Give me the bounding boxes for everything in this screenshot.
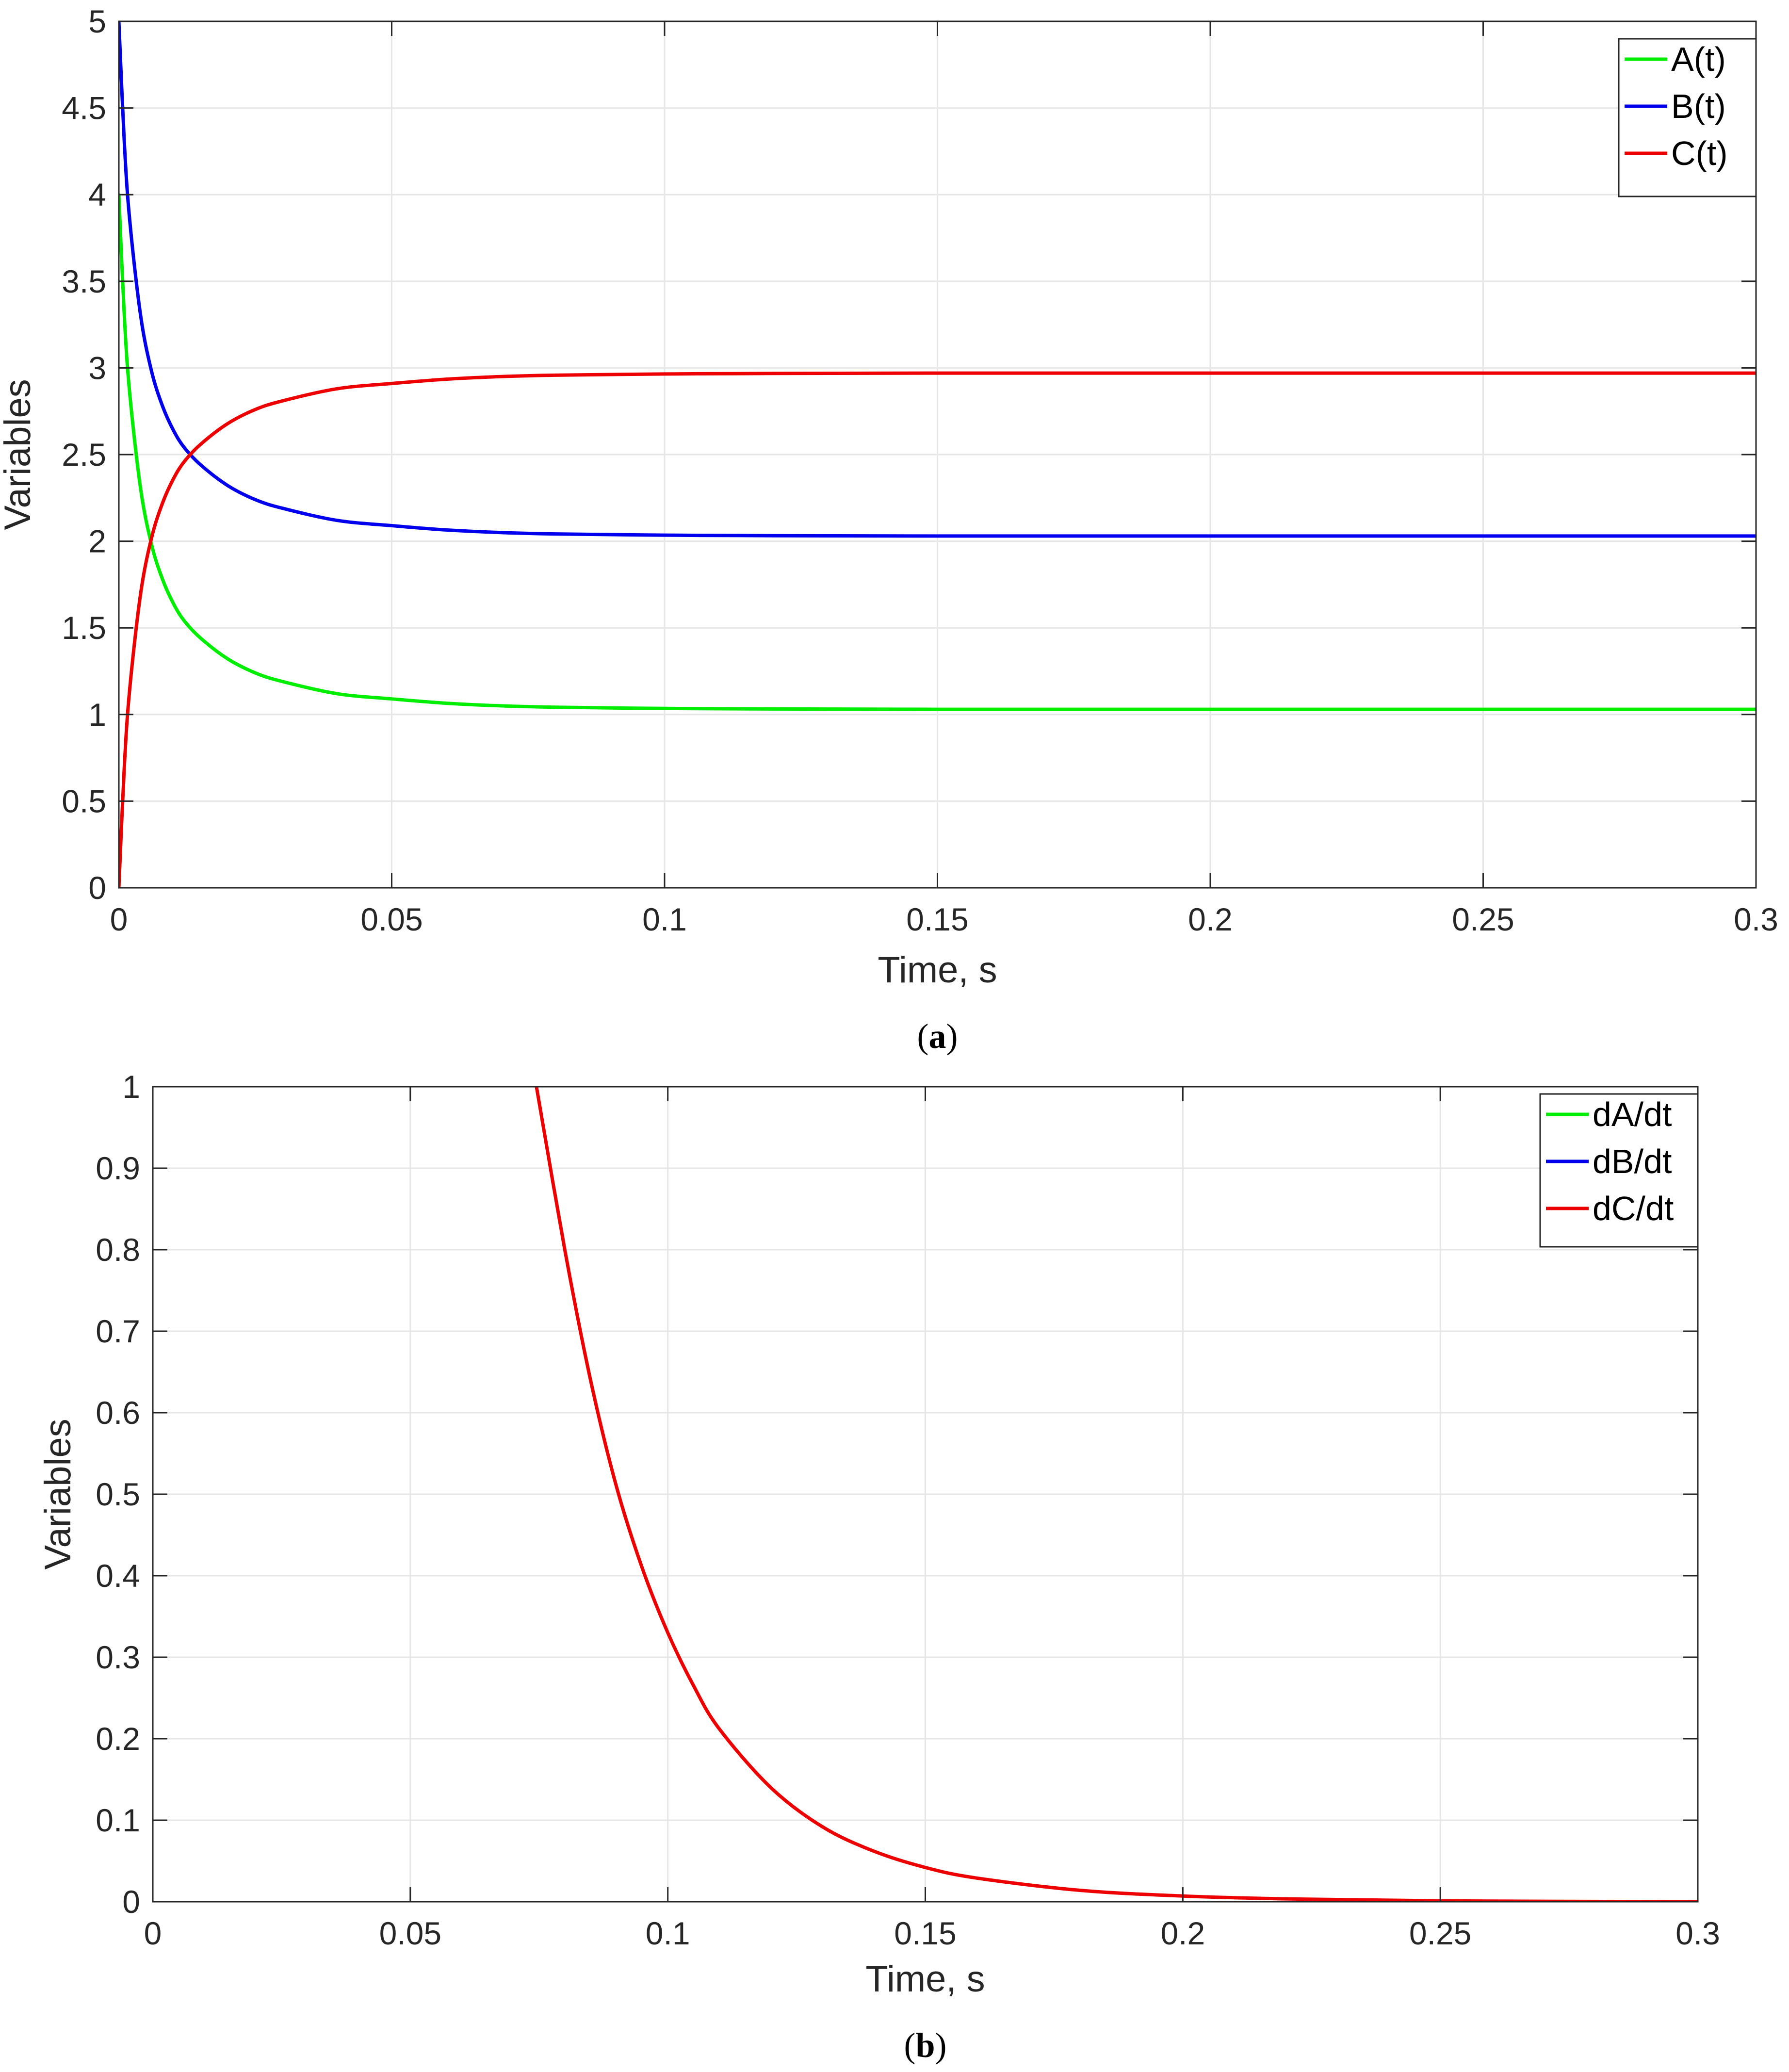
panel-a-series-line-ct [119, 371, 1756, 888]
panel-b-caption-open: ( [904, 2026, 915, 2065]
panel-a-y-tick-label: 0.5 [62, 783, 106, 819]
panel-a-x-tick-label: 0.25 [1452, 901, 1514, 937]
panel-a-x-tick-label: 0 [110, 901, 128, 937]
panel-b-x-tick-label: 0.05 [379, 1915, 441, 1951]
panel-a-caption-open: ( [917, 1017, 929, 1056]
panel-b-y-tick-label: 0.5 [96, 1476, 140, 1512]
panel-b-x-tick-label: 0.2 [1160, 1915, 1205, 1951]
panel-b-y-tick-label: 0.2 [96, 1721, 140, 1757]
panel-a-caption: (a) [917, 1017, 958, 1056]
panel-b-caption-letter: b [915, 2026, 935, 2065]
panel-a-y-tick-label: 2 [88, 523, 106, 559]
panel-a-x-tick-label: 0.3 [1734, 901, 1778, 937]
panel-b-legend-label-dadt: dA/dt [1593, 1095, 1672, 1133]
panel-a-y-tick-label: 1.5 [62, 610, 106, 646]
panel-a-y-tick-label: 4.5 [62, 90, 106, 126]
panel-a-series-line-at [119, 193, 1756, 711]
panel-a-y-tick-label: 4 [88, 177, 106, 212]
panel-b-y-tick-label: 0.3 [96, 1639, 140, 1675]
panel-b-y-tick-label: 0.1 [96, 1802, 140, 1838]
panel-a-y-tick-label: 5 [88, 3, 106, 39]
panel-a-x-tick-label: 0.05 [360, 901, 423, 937]
panel-b-caption-close: ) [935, 2026, 947, 2065]
panel-b-y-tick-label: 0.8 [96, 1232, 140, 1268]
panel-b-legend: dA/dt dB/dt dC/dt [1539, 1093, 1699, 1248]
panel-a-x-tick-label: 0.2 [1188, 901, 1233, 937]
panel-b-x-tick-label: 0.15 [894, 1915, 956, 1951]
panel-a-legend-label-at: A(t) [1671, 40, 1726, 78]
panel-b-y-tick-label: 0.7 [96, 1313, 140, 1349]
panel-b-legend-label-dcdt: dC/dt [1593, 1190, 1674, 1227]
panel-b-legend-label-dbdt: dB/dt [1593, 1142, 1672, 1180]
panel-b-x-tick-label: 0.3 [1675, 1915, 1720, 1951]
panel-a-series-line-bt [119, 21, 1756, 538]
panel-b-y-tick-label: 0.4 [96, 1558, 140, 1594]
panel-b-series-line-dcdt [535, 1087, 1698, 1902]
panel-b-y-tick-label: 0.6 [96, 1395, 140, 1431]
panel-a-x-axis-label: Time, s [878, 949, 997, 991]
panel-b-y-axis-label: Variables [37, 1419, 79, 1569]
panel-b-y-tick-label: 0 [122, 1884, 140, 1920]
panel-a-legend-box [1618, 38, 1757, 197]
panel-b-caption: (b) [904, 2026, 946, 2065]
panel-a-y-tick-label: 3.5 [62, 263, 106, 299]
panel-a-legend-label-bt: B(t) [1671, 87, 1726, 125]
panel-a-x-tick-label: 0.1 [642, 901, 687, 937]
panel-a-chart: 0 0.05 0.1 0.15 0.2 0.25 0.3 0 0.5 1 1.5 2 2.5 3 3.5 4 4… [0, 3, 1778, 1056]
panel-b-y-tick-label: 0.9 [96, 1150, 140, 1186]
panel-a-y-tick-label: 0 [88, 870, 106, 906]
panel-a-legend-label-ct: C(t) [1671, 134, 1728, 172]
panel-a-y-tick-label: 3 [88, 350, 106, 386]
panel-a-caption-letter: a [929, 1017, 946, 1056]
panel-b-y-tick-label: 1 [122, 1069, 140, 1105]
panel-a-legend: A(t) B(t) C(t) [1618, 38, 1757, 197]
panel-b-x-tick-label: 0.1 [646, 1915, 690, 1951]
panel-b-x-tick-label: 0 [144, 1915, 162, 1951]
panel-a-caption-close: ) [946, 1017, 958, 1056]
panel-b-chart: 0 0.05 0.1 0.15 0.2 0.25 0.3 0 0.1 0.2 0.3 0.4 0.5 0.… [37, 1069, 1720, 2065]
panel-a-y-tick-label: 1 [88, 697, 106, 733]
panel-b-legend-box [1539, 1093, 1699, 1248]
panel-b-x-axis-label: Time, s [865, 1958, 985, 2000]
panel-a-y-axis-label: Variables [0, 379, 38, 530]
panel-a-y-tick-label: 2.5 [62, 437, 106, 473]
panel-a-x-tick-label: 0.15 [906, 901, 968, 937]
panel-b-x-tick-label: 0.25 [1409, 1915, 1471, 1951]
